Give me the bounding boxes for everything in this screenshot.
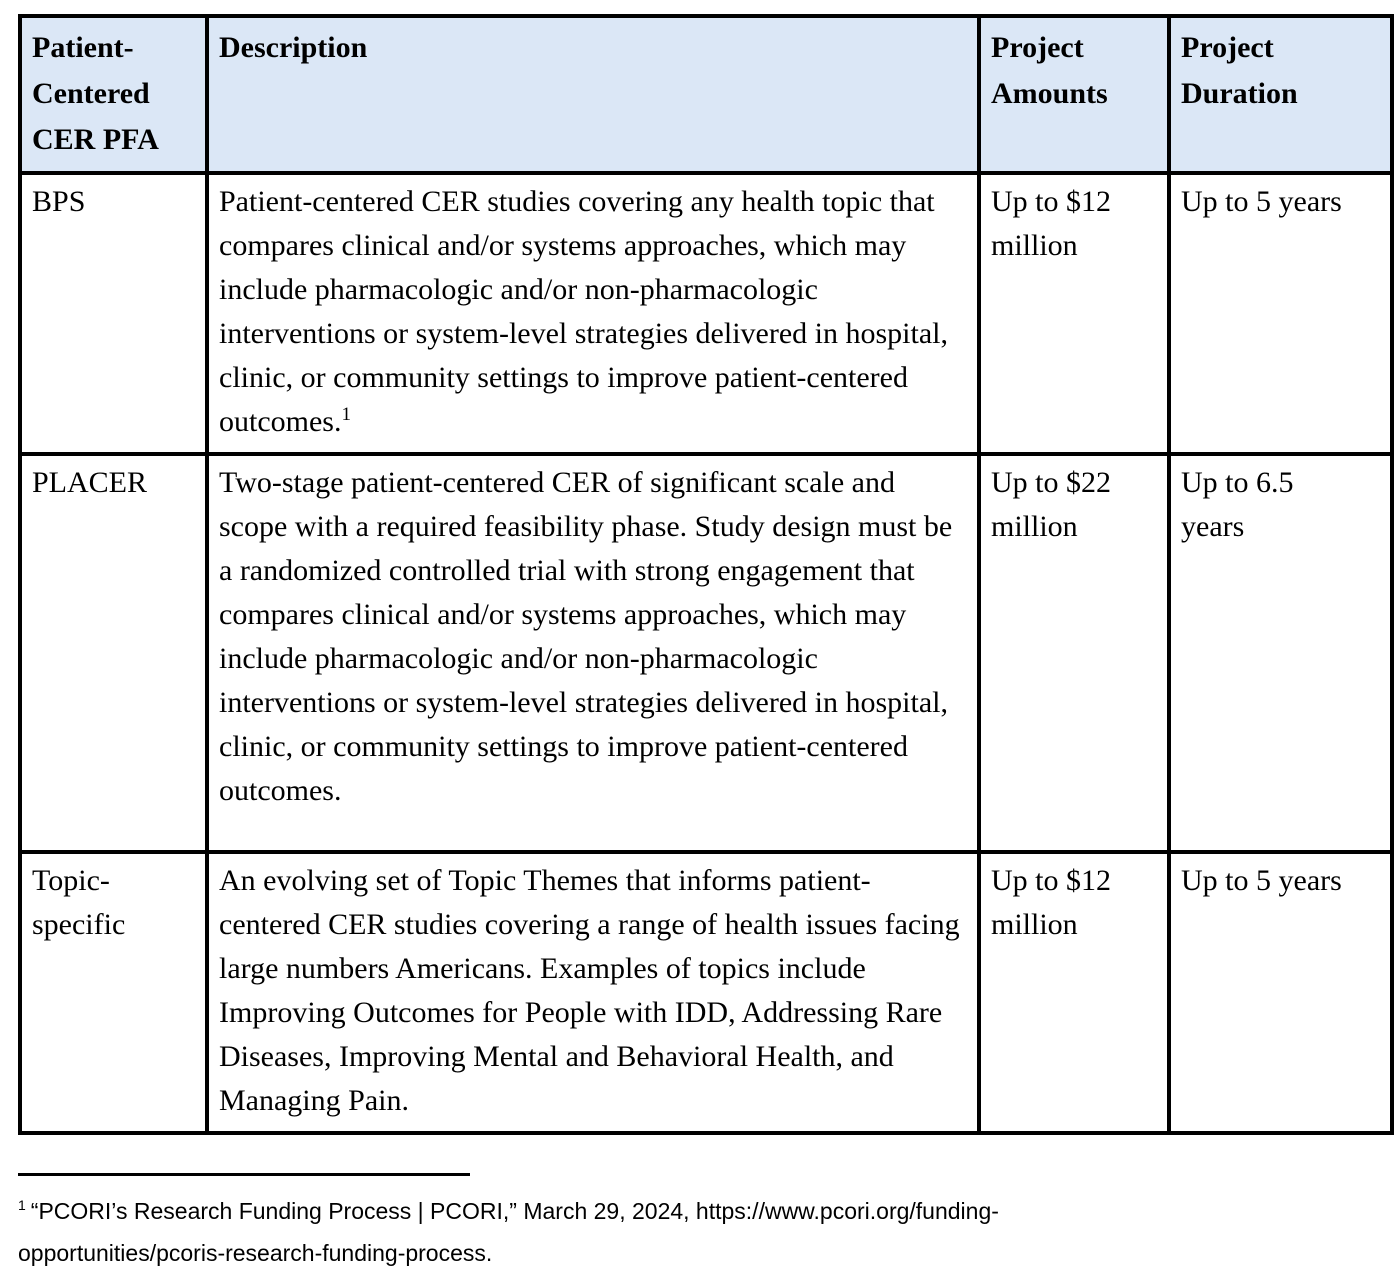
footnote-marker: 1: [18, 1197, 26, 1214]
table-row-placer: PLACER Two-stage patient-centered CER of…: [18, 452, 1394, 854]
description-text: Two-stage patient-centered CER of signif…: [219, 466, 953, 807]
description-text-wrap: Two-stage patient-centered CER of signif…: [219, 461, 967, 813]
amount-cell: Up to $12 million: [977, 171, 1171, 456]
description-text: An evolving set of Topic Themes that inf…: [219, 864, 960, 1117]
pfa-comparison-table: Patient-Centered CER PFA Description Pro…: [18, 14, 1394, 1135]
footnote: 1 “PCORI’s Research Funding Process | PCO…: [18, 1190, 1108, 1274]
table-row-topic-specific: Topic-specific An evolving set of Topic …: [18, 850, 1394, 1135]
duration-cell: Up to 5 years: [1167, 171, 1394, 456]
column-header-pfa: Patient-Centered CER PFA: [18, 14, 209, 175]
pfa-name: PLACER: [32, 466, 148, 499]
column-header-duration: Project Duration: [1167, 14, 1394, 175]
pfa-cell: PLACER: [18, 452, 209, 854]
footnote-separator-rule: [18, 1173, 470, 1176]
footnote-reference-marker: 1: [341, 404, 351, 425]
duration-text: Up to 5 years: [1181, 864, 1342, 897]
amount-text: Up to $22 million: [991, 466, 1111, 543]
column-header-amounts: Project Amounts: [977, 14, 1171, 175]
duration-cell: Up to 6.5 years: [1167, 452, 1394, 854]
pfa-name: Topic-specific: [32, 864, 126, 941]
pfa-cell: Topic-specific: [18, 850, 209, 1135]
footnote-text: “PCORI’s Research Funding Process | PCOR…: [18, 1198, 999, 1266]
duration-text: Up to 5 years: [1181, 185, 1342, 218]
amount-cell: Up to $12 million: [977, 850, 1171, 1135]
amount-text: Up to $12 million: [991, 864, 1111, 941]
amount-text: Up to $12 million: [991, 185, 1111, 262]
description-cell: Two-stage patient-centered CER of signif…: [205, 452, 981, 854]
table-header-row: Patient-Centered CER PFA Description Pro…: [18, 14, 1394, 175]
description-cell: Patient-centered CER studies covering an…: [205, 171, 981, 456]
amount-cell: Up to $22 million: [977, 452, 1171, 854]
description-text-wrap: An evolving set of Topic Themes that inf…: [219, 859, 967, 1123]
table-row-bps: BPS Patient-centered CER studies coverin…: [18, 171, 1394, 456]
description-text-wrap: Patient-centered CER studies covering an…: [219, 180, 967, 444]
pfa-name: BPS: [32, 185, 86, 218]
duration-cell: Up to 5 years: [1167, 850, 1394, 1135]
duration-text: Up to 6.5 years: [1181, 466, 1294, 543]
description-text: Patient-centered CER studies covering an…: [219, 185, 948, 438]
column-header-description: Description: [205, 14, 981, 175]
pfa-cell: BPS: [18, 171, 209, 456]
description-cell: An evolving set of Topic Themes that inf…: [205, 850, 981, 1135]
